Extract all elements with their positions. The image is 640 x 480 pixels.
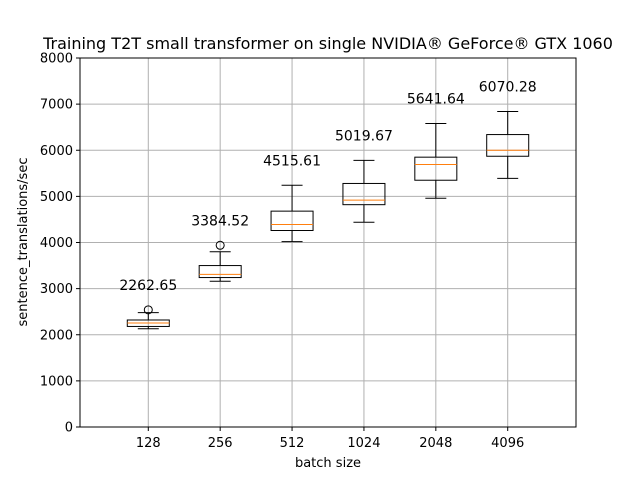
box-1024 (342, 159, 386, 223)
box-128 (126, 305, 170, 330)
y-tick-label: 4000 (40, 236, 73, 251)
iqr-box (342, 182, 386, 206)
y-tick-label: 1000 (40, 374, 73, 389)
x-tick-label: 4096 (491, 436, 524, 451)
x-tick-label: 256 (208, 436, 233, 451)
grid-lines (80, 57, 576, 428)
boxes (126, 111, 530, 330)
data-label-4096: 6070.28 (479, 80, 537, 96)
iqr-box (270, 210, 314, 232)
y-tick-label: 0 (65, 421, 73, 436)
y-axis-label: sentence_translations/sec (16, 158, 31, 327)
x-tick-label: 1024 (347, 436, 380, 451)
iqr-box (486, 134, 530, 157)
x-tick-label: 512 (280, 436, 305, 451)
data-label-2048: 5641.64 (407, 91, 465, 107)
box-512 (270, 184, 314, 243)
y-tick-label: 6000 (40, 144, 73, 159)
x-axis-label: batch size (295, 456, 361, 471)
data-label-128: 2262.65 (119, 278, 177, 294)
data-label-512: 4515.61 (263, 153, 321, 169)
outlier-point (143, 305, 153, 315)
x-tick-label: 128 (136, 436, 161, 451)
y-tick-label: 7000 (40, 98, 73, 113)
box-256 (198, 240, 242, 282)
iqr-box (198, 265, 242, 279)
box-4096 (486, 111, 530, 179)
chart-title: Training T2T small transformer on single… (42, 34, 613, 53)
y-tick-label: 3000 (40, 282, 73, 297)
y-tick-label: 8000 (40, 52, 73, 67)
y-tick-label: 5000 (40, 190, 73, 205)
box-2048 (414, 122, 458, 199)
data-labels: 2262.65 3384.52 4515.61 5019.67 5641.64 6070.… (119, 80, 536, 294)
data-label-256: 3384.52 (191, 213, 249, 229)
outlier-point (215, 240, 225, 250)
y-tick-label: 2000 (40, 328, 73, 343)
axis-ticks: 0 1000 2000 3000 4000 5000 6000 7000 8000 128 256 5… (40, 52, 524, 452)
iqr-box (414, 156, 458, 181)
x-tick-label: 2048 (419, 436, 452, 451)
data-label-1024: 5019.67 (335, 128, 393, 144)
